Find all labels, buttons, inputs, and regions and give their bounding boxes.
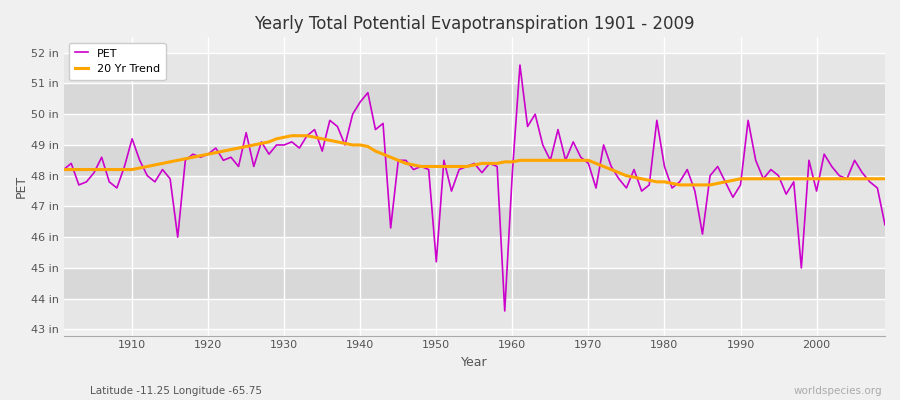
PET <box>614 176 625 181</box>
Line: PET: PET <box>64 65 885 311</box>
PET <box>119 164 130 169</box>
20 Yr Trend <box>507 160 517 164</box>
PET <box>507 170 517 175</box>
PET <box>522 124 533 129</box>
PET <box>332 124 343 129</box>
20 Yr Trend <box>294 133 305 138</box>
20 Yr Trend <box>119 167 130 172</box>
20 Yr Trend <box>606 167 616 172</box>
20 Yr Trend <box>879 176 890 181</box>
20 Yr Trend <box>339 141 350 146</box>
Y-axis label: PET: PET <box>15 175 28 198</box>
PET <box>879 222 890 227</box>
Bar <box>64 299 885 330</box>
20 Yr Trend <box>674 182 685 187</box>
PET <box>286 140 297 144</box>
Bar <box>64 268 885 299</box>
PET <box>515 63 526 68</box>
20 Yr Trend <box>515 158 526 163</box>
X-axis label: Year: Year <box>461 356 488 369</box>
PET <box>58 167 69 172</box>
Bar <box>64 176 885 206</box>
Bar <box>64 206 885 237</box>
Bar <box>64 237 885 268</box>
Legend: PET, 20 Yr Trend: PET, 20 Yr Trend <box>69 43 166 80</box>
Bar <box>64 84 885 114</box>
Bar <box>64 114 885 145</box>
Text: Latitude -11.25 Longitude -65.75: Latitude -11.25 Longitude -65.75 <box>90 386 262 396</box>
Bar <box>64 145 885 176</box>
20 Yr Trend <box>286 133 297 138</box>
Title: Yearly Total Potential Evapotranspiration 1901 - 2009: Yearly Total Potential Evapotranspiratio… <box>254 15 695 33</box>
PET <box>500 308 510 313</box>
20 Yr Trend <box>58 167 69 172</box>
Text: worldspecies.org: worldspecies.org <box>794 386 882 396</box>
Line: 20 Yr Trend: 20 Yr Trend <box>64 136 885 185</box>
Bar <box>64 53 885 84</box>
